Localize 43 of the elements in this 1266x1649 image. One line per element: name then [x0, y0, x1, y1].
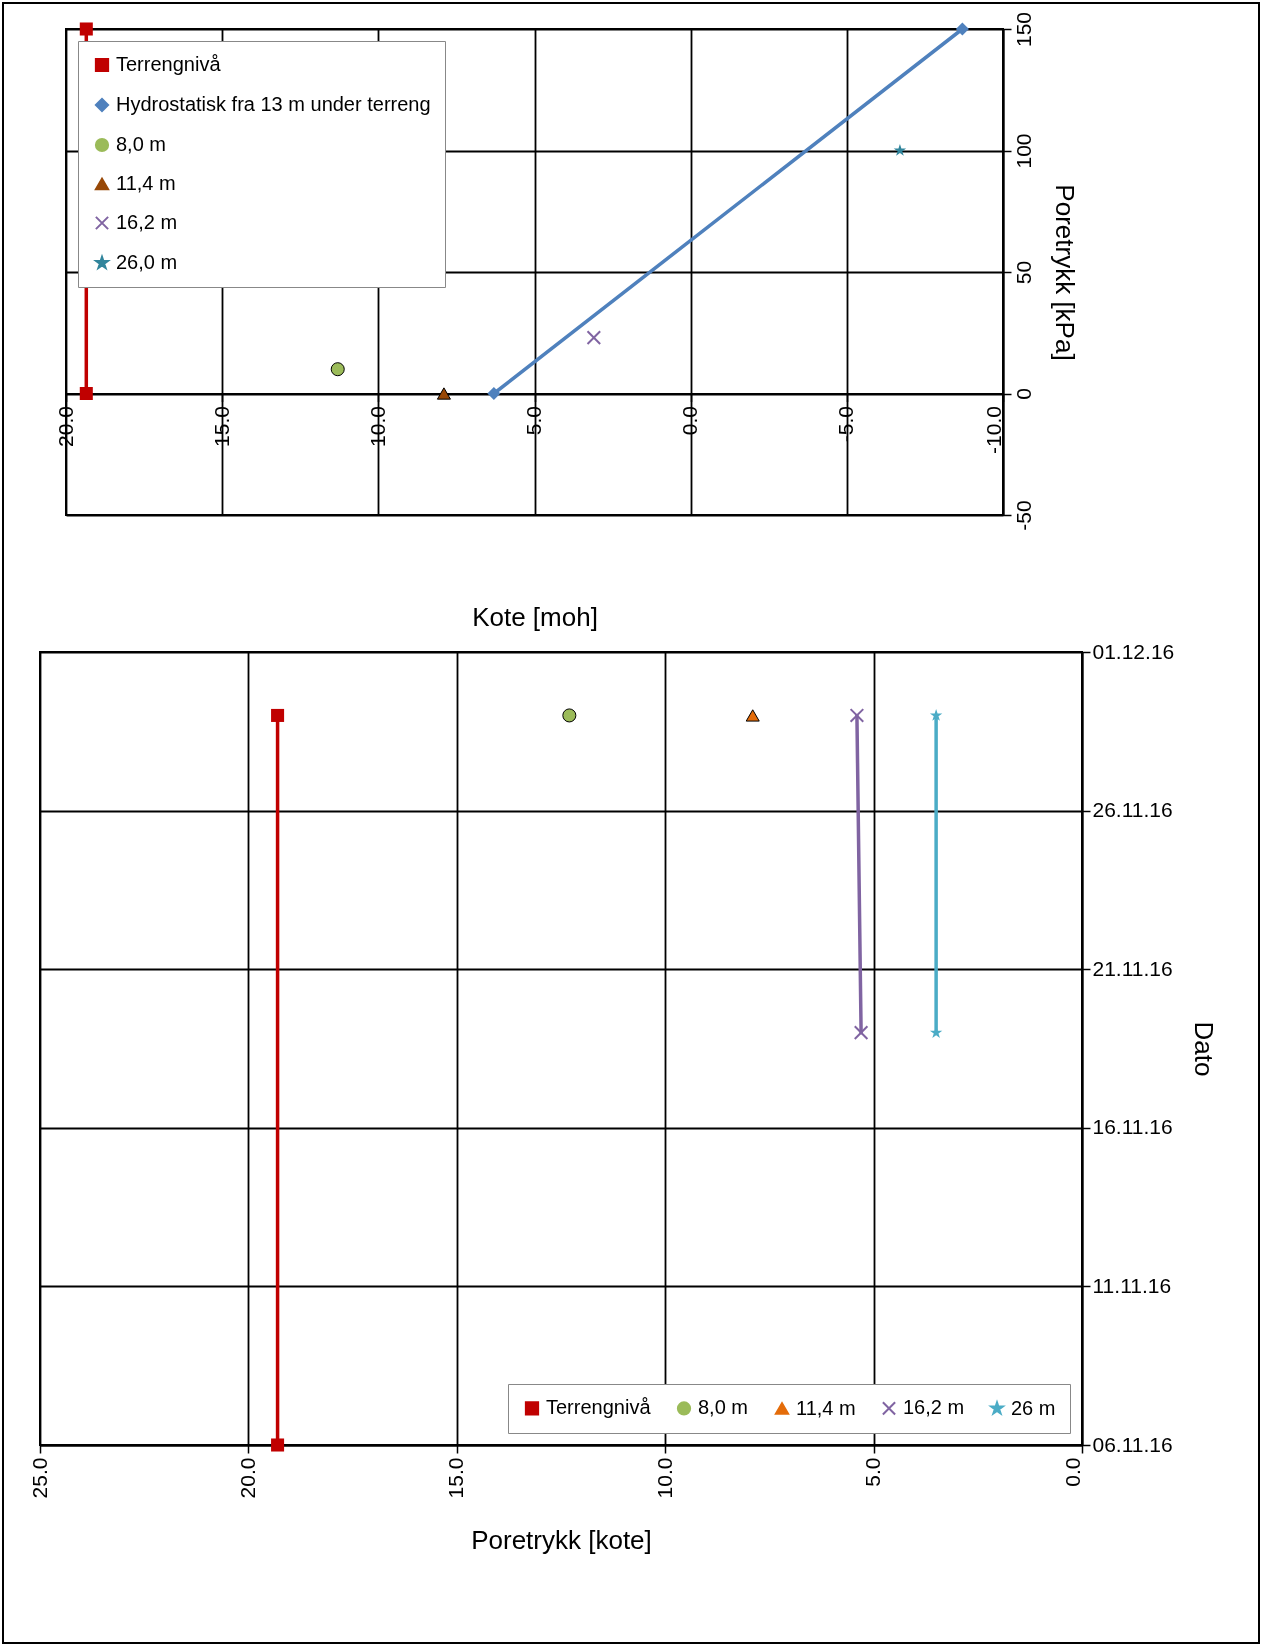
x-tick-label: 10.0: [652, 1457, 676, 1499]
x-axis-title: Kote [moh]: [472, 602, 598, 633]
y-tick-label: -50: [1011, 500, 1035, 531]
y-tick-label: 11.11.16: [1092, 1273, 1172, 1297]
y-tick-label: 150: [1011, 11, 1035, 48]
legend-label: 16,2 m: [116, 211, 178, 233]
x-tick-label: -10.0: [981, 406, 1005, 454]
point: [586, 330, 602, 345]
x-tick-label: 15.0: [444, 1457, 468, 1499]
point: [955, 22, 969, 36]
y-tick-label: 01.12.16: [1092, 639, 1175, 663]
point: [893, 143, 907, 156]
x-tick-label: 5.0: [861, 1457, 885, 1487]
y-tick-label: 06.11.16: [1092, 1432, 1173, 1456]
legend-label: 11,4 m: [116, 172, 176, 194]
legend-label: Terrengnivå: [546, 1396, 652, 1419]
x-tick-label: 5.0: [522, 406, 545, 436]
y-tick-label: 0: [1011, 388, 1035, 400]
y-tick-label: 16.11.16: [1092, 1115, 1173, 1139]
point: [436, 387, 451, 400]
point: [79, 386, 93, 401]
x-tick-label: 20.0: [235, 1457, 259, 1499]
x-tick-label: 15.0: [209, 406, 233, 447]
y-axis-title: Poretrykk [kPa]: [1049, 184, 1080, 361]
x-tick-label: 25.0: [27, 1457, 51, 1499]
y-axis-title: Dato: [1189, 1021, 1220, 1077]
x-axis-title: Poretrykk [kote]: [471, 1525, 652, 1556]
x-tick-label: 0.0: [1060, 1457, 1084, 1487]
legend-label: 8,0 m: [698, 1396, 749, 1419]
legend-label: Hydrostatisk fra 13 m under terreng: [116, 93, 431, 115]
legend-label: 26 m: [1011, 1396, 1056, 1419]
point: [487, 386, 501, 401]
legend-label: 16,2 m: [903, 1396, 965, 1419]
point: [79, 22, 93, 36]
legend-label: 26,0 m: [116, 251, 178, 273]
y-tick-label: 21.11.16: [1092, 956, 1173, 980]
y-tick-label: 50: [1011, 260, 1035, 285]
legend-label: 8,0 m: [116, 133, 167, 155]
legend-label: Terrengnivå: [116, 53, 222, 75]
legend-label: 11,4 m: [796, 1396, 856, 1419]
y-tick-label: 100: [1011, 133, 1035, 169]
point: [330, 362, 345, 377]
y-tick-label: 26.11.16: [1092, 798, 1173, 822]
